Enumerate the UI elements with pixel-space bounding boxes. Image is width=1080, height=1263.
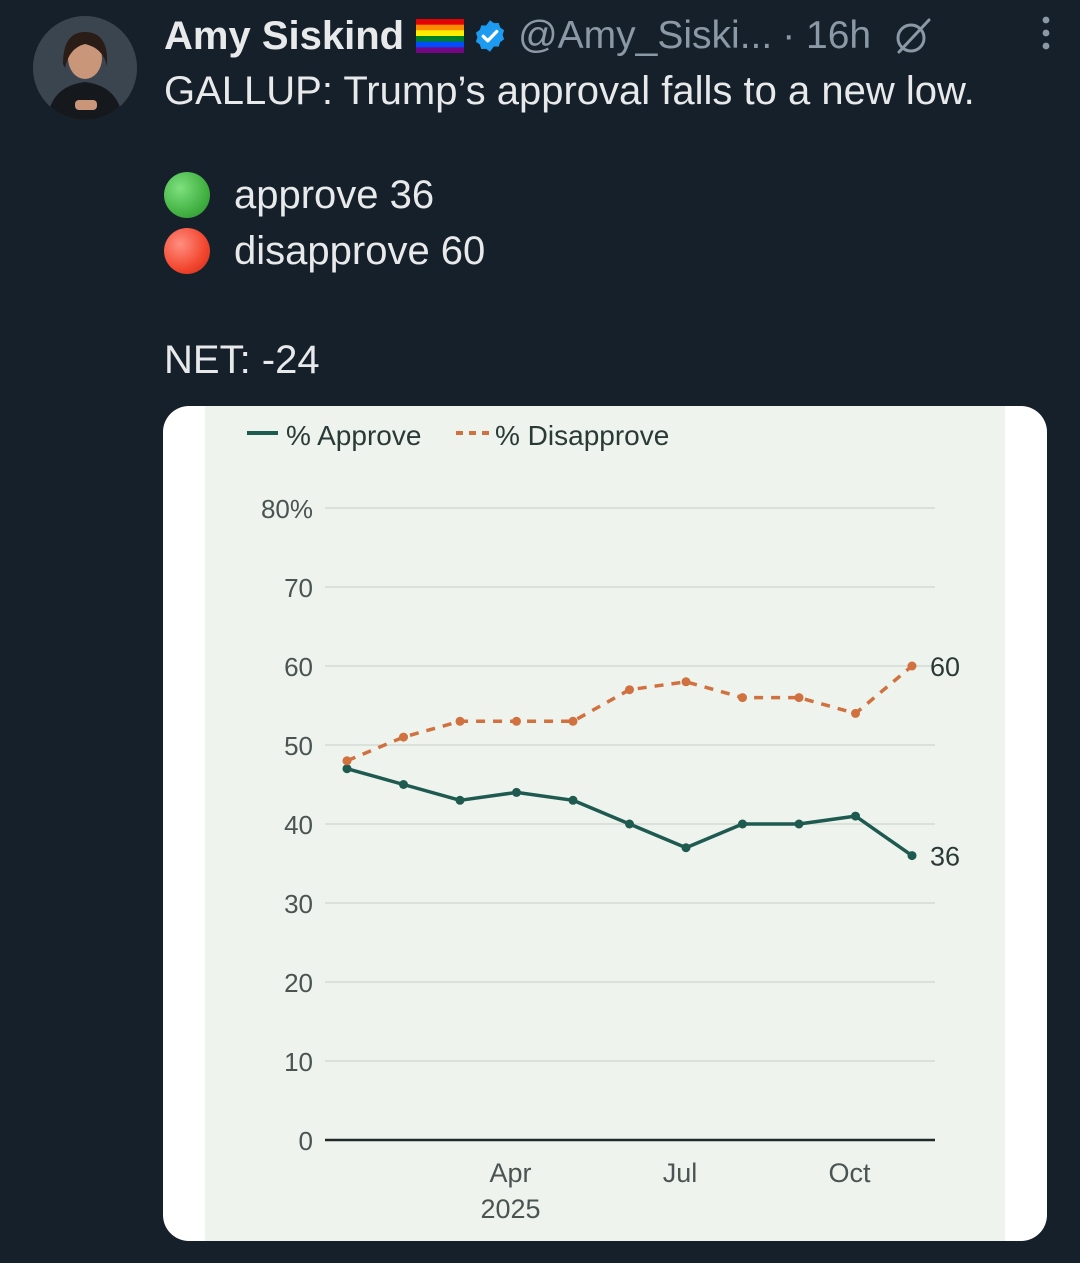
disapprove-text: disapprove 60 xyxy=(234,228,486,273)
approve-data-point xyxy=(455,795,465,805)
y-tick-label: 30 xyxy=(284,889,313,919)
approve-data-point xyxy=(568,795,578,805)
legend-disapprove-label: % Disapprove xyxy=(495,420,669,451)
net-line: NET: -24 xyxy=(164,338,320,383)
verified-badge-icon[interactable] xyxy=(472,18,508,54)
disapprove-data-point xyxy=(738,693,747,703)
author-photo xyxy=(33,16,137,120)
y-tick-label: 10 xyxy=(284,1047,313,1077)
x-tick-sublabel: 2025 xyxy=(480,1194,540,1224)
disapprove-data-point xyxy=(625,685,634,695)
approve-text: approve 36 xyxy=(234,172,435,217)
approve-end-label: 36 xyxy=(930,842,960,872)
chart-image[interactable]: % Approve % Disapprove 80% 70 60 50 40 30 20 10… xyxy=(163,406,1047,1241)
approval-chart: % Approve % Disapprove 80% 70 60 50 40 30 20 10… xyxy=(205,406,1005,1241)
tweet-header: Amy Siskind @Amy_Siski... · 16h xyxy=(164,10,1056,62)
disapprove-data-point xyxy=(399,732,408,742)
green-circle-emoji xyxy=(164,172,210,218)
legend-approve-label: % Approve xyxy=(286,420,421,451)
y-tick-label: 80% xyxy=(261,494,313,524)
approve-data-point xyxy=(681,843,691,853)
approve-data-point xyxy=(399,780,408,789)
approve-data-point xyxy=(342,764,352,774)
y-tick-label: 70 xyxy=(284,573,313,603)
author-handle[interactable]: @Amy_Siski... xyxy=(518,14,773,57)
net-text: NET: -24 xyxy=(164,338,320,382)
approve-data-point xyxy=(625,819,634,829)
y-tick-label: 50 xyxy=(284,731,313,761)
disapprove-end-label: 60 xyxy=(930,652,960,682)
chart-legend: % Approve % Disapprove xyxy=(247,420,669,451)
y-tick-label: 40 xyxy=(284,810,313,840)
approve-data-point xyxy=(738,819,747,829)
disapprove-data-point xyxy=(794,693,804,703)
disapprove-line: disapprove 60 xyxy=(164,228,485,274)
approve-line: approve 36 xyxy=(164,172,434,218)
disapprove-data-point xyxy=(455,716,465,726)
approve-data-point xyxy=(907,851,917,861)
approve-data-point xyxy=(512,787,521,797)
more-icon[interactable] xyxy=(1040,12,1052,54)
disapprove-data-point xyxy=(681,677,691,687)
tweet-text: GALLUP: Trump’s approval falls to a new … xyxy=(164,69,975,113)
y-tick-label: 0 xyxy=(299,1126,313,1156)
approve-data-point xyxy=(794,819,804,829)
disapprove-data-point xyxy=(907,661,917,671)
tweet-time[interactable]: · 16h xyxy=(782,14,872,57)
x-tick-label: Apr xyxy=(489,1158,531,1188)
disapprove-data-point xyxy=(851,708,860,718)
x-tick-label: Jul xyxy=(663,1158,698,1188)
disapprove-data-point xyxy=(342,756,352,766)
disapprove-data-point xyxy=(512,716,521,726)
author-name[interactable]: Amy Siskind xyxy=(164,13,405,58)
rainbow-flag-icon xyxy=(416,19,465,53)
y-tick-label: 60 xyxy=(284,652,313,682)
red-circle-emoji xyxy=(164,228,210,274)
y-tick-label: 20 xyxy=(284,968,313,998)
x-tick-label: Oct xyxy=(828,1158,871,1188)
approve-data-point xyxy=(851,811,860,821)
grok-icon[interactable] xyxy=(891,14,935,58)
disapprove-data-point xyxy=(568,716,578,726)
avatar[interactable] xyxy=(33,16,137,120)
